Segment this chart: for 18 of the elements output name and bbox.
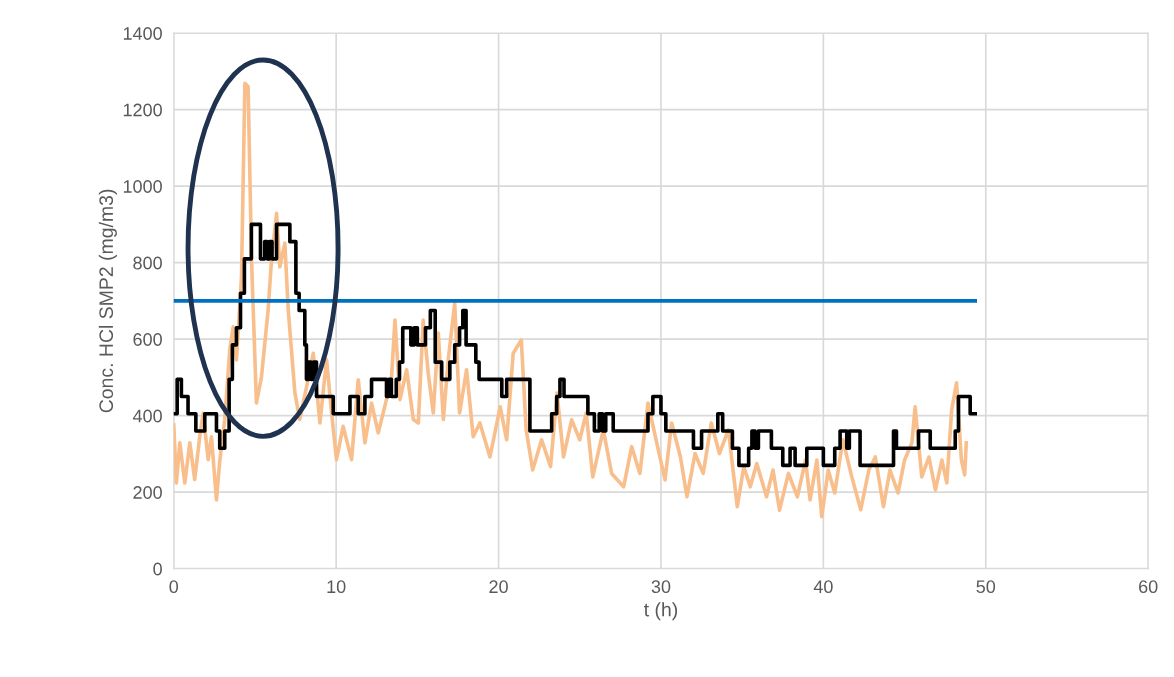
- x-tick-label: 20: [489, 580, 508, 594]
- y-tick-label: 800: [133, 256, 162, 270]
- x-tick-label: 60: [1139, 580, 1158, 594]
- y-tick-label: 1400: [123, 27, 162, 40]
- y-tick-label: 1000: [123, 180, 162, 193]
- y-tick-label: 600: [133, 333, 162, 346]
- x-tick-label: 50: [976, 580, 996, 594]
- x-axis-title: t (h): [643, 602, 678, 621]
- y-tick-label: 200: [133, 486, 162, 499]
- y-tick-label: 1200: [123, 103, 162, 117]
- x-tick-label: 0: [169, 580, 179, 594]
- y-tick-label: 0: [153, 562, 162, 576]
- line-series: [173, 81, 969, 519]
- x-tick-label: 10: [327, 580, 346, 594]
- x-tick-label: 30: [651, 580, 671, 594]
- y-tick-label: 400: [132, 409, 162, 423]
- y-axis-title: Conc. HCl SMP2 (mg/m3): [98, 189, 117, 413]
- x-tick-label: 40: [813, 580, 833, 594]
